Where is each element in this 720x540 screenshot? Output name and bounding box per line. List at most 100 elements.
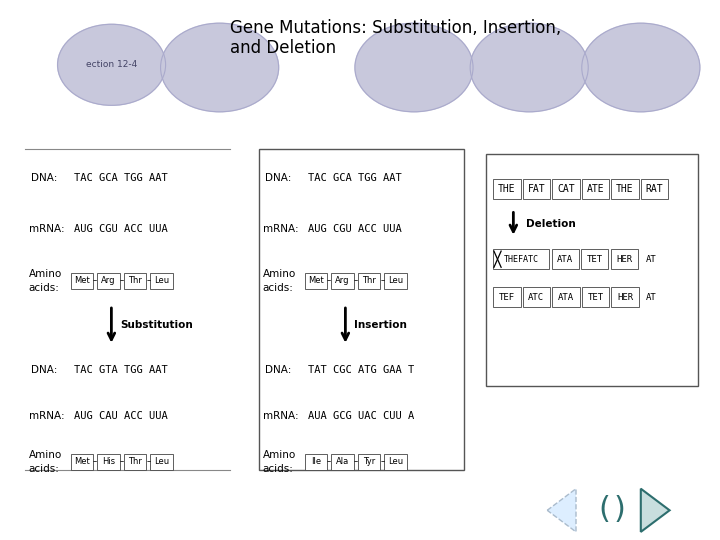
Text: –: – <box>120 457 124 466</box>
Text: Arg: Arg <box>101 276 116 285</box>
FancyBboxPatch shape <box>611 249 638 269</box>
FancyBboxPatch shape <box>552 287 580 307</box>
Circle shape <box>470 23 588 112</box>
Circle shape <box>161 23 279 112</box>
Text: –: – <box>354 457 358 466</box>
Text: mRNA:: mRNA: <box>29 411 64 421</box>
Text: –: – <box>93 276 97 285</box>
Text: Gene Mutations: Substitution, Insertion,: Gene Mutations: Substitution, Insertion, <box>230 19 562 37</box>
Text: ): ) <box>613 495 625 524</box>
Text: –: – <box>327 276 331 285</box>
FancyBboxPatch shape <box>305 454 327 470</box>
Text: AUG CGU ACC UUA: AUG CGU ACC UUA <box>74 225 168 234</box>
Text: Met: Met <box>74 457 89 466</box>
Text: TAT CGC ATG GAA T: TAT CGC ATG GAA T <box>308 365 415 375</box>
Circle shape <box>582 23 700 112</box>
Text: acids:: acids: <box>263 283 294 293</box>
FancyBboxPatch shape <box>582 287 609 307</box>
Text: DNA:: DNA: <box>31 173 58 183</box>
FancyBboxPatch shape <box>358 454 380 470</box>
Circle shape <box>58 24 166 105</box>
FancyBboxPatch shape <box>552 179 580 199</box>
Text: Leu: Leu <box>154 457 169 466</box>
Text: mRNA:: mRNA: <box>263 225 298 234</box>
FancyBboxPatch shape <box>124 273 146 289</box>
Text: AT: AT <box>647 293 657 301</box>
Text: AUG CGU ACC UUA: AUG CGU ACC UUA <box>308 225 402 234</box>
FancyBboxPatch shape <box>71 454 93 470</box>
FancyBboxPatch shape <box>384 454 407 470</box>
Text: Amino: Amino <box>29 450 62 460</box>
Text: Tyr: Tyr <box>363 457 375 466</box>
Text: Met: Met <box>74 276 89 285</box>
Text: RAT: RAT <box>646 184 663 194</box>
Text: Leu: Leu <box>154 276 169 285</box>
FancyBboxPatch shape <box>611 179 639 199</box>
Text: TEF: TEF <box>499 293 515 301</box>
Text: –: – <box>354 276 358 285</box>
Text: Substitution: Substitution <box>120 320 193 330</box>
Text: Ala: Ala <box>336 457 349 466</box>
Text: His: His <box>102 457 115 466</box>
Text: acids:: acids: <box>29 283 60 293</box>
Text: –: – <box>146 457 150 466</box>
FancyBboxPatch shape <box>581 249 608 269</box>
Text: Deletion: Deletion <box>526 219 575 228</box>
Text: acids:: acids: <box>29 464 60 474</box>
Text: THEFATC: THEFATC <box>504 255 539 264</box>
FancyBboxPatch shape <box>384 273 407 289</box>
Text: Thr: Thr <box>128 457 142 466</box>
Text: Ile: Ile <box>310 457 321 466</box>
Text: ATE: ATE <box>587 184 604 194</box>
Text: TAC GTA TGG AAT: TAC GTA TGG AAT <box>74 365 168 375</box>
Text: Amino: Amino <box>263 269 296 279</box>
Text: DNA:: DNA: <box>265 365 292 375</box>
FancyBboxPatch shape <box>523 287 550 307</box>
Text: and Deletion: and Deletion <box>230 39 336 57</box>
Text: TAC GCA TGG AAT: TAC GCA TGG AAT <box>74 173 168 183</box>
FancyBboxPatch shape <box>97 454 120 470</box>
Text: –: – <box>146 276 150 285</box>
Text: HER: HER <box>616 255 632 264</box>
Text: AUA GCG UAC CUU A: AUA GCG UAC CUU A <box>308 411 415 421</box>
Text: DNA:: DNA: <box>265 173 292 183</box>
FancyBboxPatch shape <box>124 454 146 470</box>
FancyBboxPatch shape <box>259 148 464 470</box>
Text: Thr: Thr <box>362 276 376 285</box>
Text: ATA: ATA <box>557 255 573 264</box>
FancyBboxPatch shape <box>611 287 639 307</box>
Polygon shape <box>641 489 670 532</box>
Text: TET: TET <box>587 255 603 264</box>
Text: ATA: ATA <box>558 293 574 301</box>
FancyBboxPatch shape <box>493 287 521 307</box>
Text: CAT: CAT <box>557 184 575 194</box>
Text: (: ( <box>599 495 611 524</box>
Text: –: – <box>120 276 124 285</box>
Text: AT: AT <box>646 255 656 264</box>
Text: Insertion: Insertion <box>354 320 407 330</box>
Text: THE: THE <box>498 184 516 194</box>
Text: HER: HER <box>617 293 633 301</box>
FancyBboxPatch shape <box>641 179 668 199</box>
Text: Arg: Arg <box>335 276 350 285</box>
Circle shape <box>355 23 473 112</box>
Text: TAC GCA TGG AAT: TAC GCA TGG AAT <box>308 173 402 183</box>
FancyBboxPatch shape <box>305 273 327 289</box>
Text: Thr: Thr <box>128 276 142 285</box>
FancyBboxPatch shape <box>523 179 550 199</box>
Text: –: – <box>327 457 331 466</box>
Polygon shape <box>547 489 576 532</box>
Text: THE: THE <box>616 184 634 194</box>
Text: DNA:: DNA: <box>31 365 58 375</box>
FancyBboxPatch shape <box>331 273 354 289</box>
Text: Met: Met <box>308 276 323 285</box>
Text: acids:: acids: <box>263 464 294 474</box>
FancyBboxPatch shape <box>582 179 609 199</box>
FancyBboxPatch shape <box>493 249 549 269</box>
Text: Leu: Leu <box>388 276 403 285</box>
Text: Leu: Leu <box>388 457 403 466</box>
FancyBboxPatch shape <box>493 179 521 199</box>
Text: mRNA:: mRNA: <box>263 411 298 421</box>
FancyBboxPatch shape <box>97 273 120 289</box>
Text: –: – <box>380 276 384 285</box>
